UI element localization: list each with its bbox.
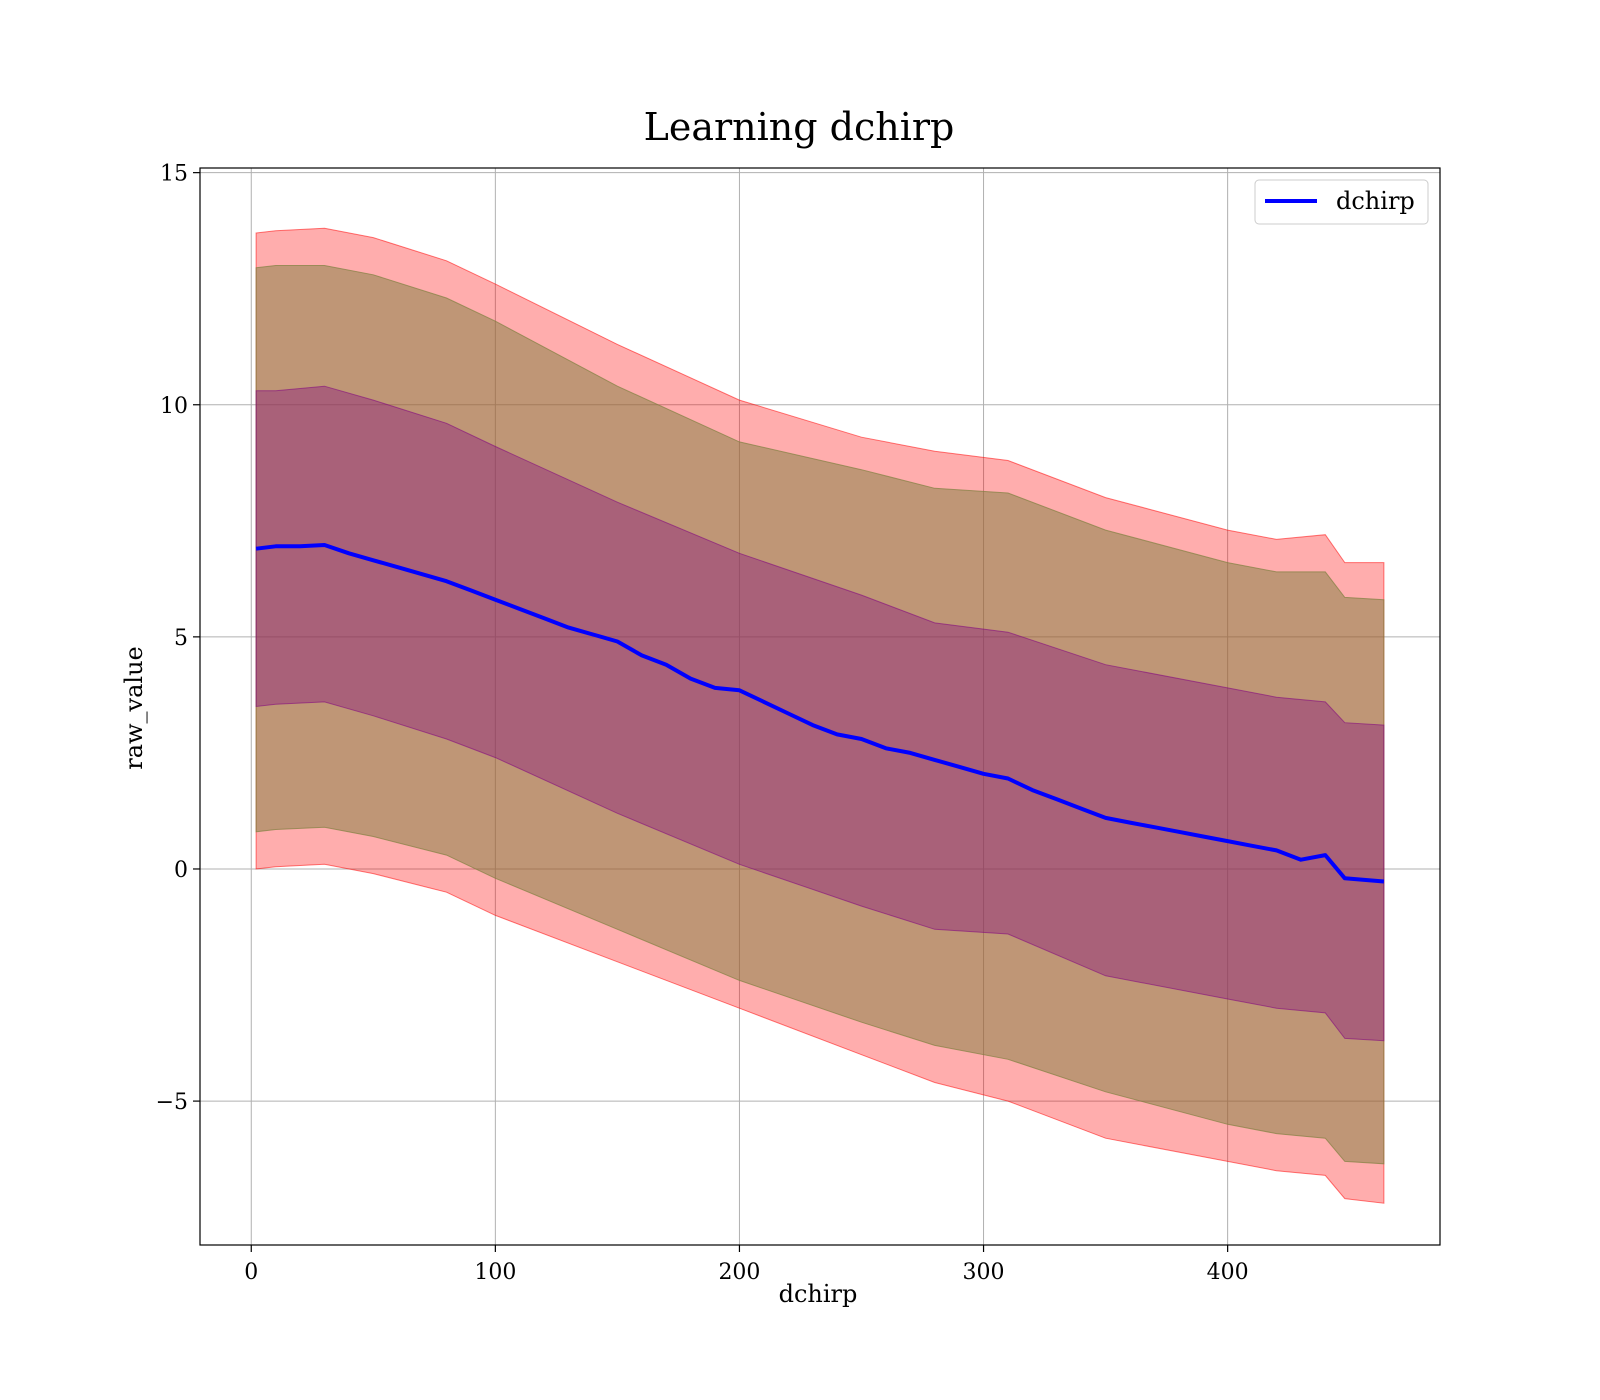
- y-tick-label: 0: [174, 858, 188, 883]
- legend-label: dchirp: [1336, 187, 1415, 215]
- confidence-band: [255, 385, 1385, 1042]
- y-tick-label: −5: [156, 1090, 188, 1115]
- y-tick-label: 5: [174, 626, 188, 651]
- legend: dchirp: [1254, 179, 1429, 225]
- legend-box: [1254, 179, 1429, 225]
- x-tick-label: 200: [718, 1260, 760, 1285]
- x-axis-label: dchirp: [779, 1280, 858, 1308]
- x-tick-label: 100: [474, 1260, 516, 1285]
- plot-frame: [199, 167, 1441, 1246]
- y-axis-label: raw_value: [120, 646, 148, 770]
- series-lines: [255, 543, 1385, 884]
- y-axis: −5 0 5 10 15: [156, 162, 200, 1115]
- x-tick-label: 400: [1207, 1260, 1249, 1285]
- x-axis: 0 100 200 300 400: [244, 1245, 1249, 1285]
- series-line-dchirp: [255, 543, 1385, 884]
- confidence-band: [255, 265, 1385, 1165]
- y-tick-label: 10: [160, 394, 188, 419]
- x-tick-label: 0: [244, 1260, 258, 1285]
- y-tick-label: 15: [160, 162, 188, 187]
- confidence-bands: [255, 227, 1385, 1204]
- x-tick-label: 300: [963, 1260, 1005, 1285]
- chart-title: Learning dchirp: [644, 105, 955, 149]
